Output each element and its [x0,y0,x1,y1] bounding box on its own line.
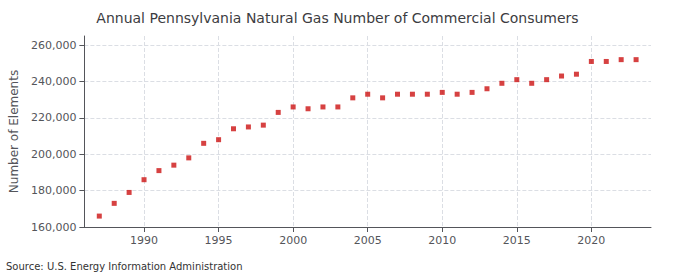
svg-text:1995: 1995 [205,234,233,247]
svg-text:Source: U.S. Energy Informatio: Source: U.S. Energy Information Administ… [6,261,243,272]
svg-text:Annual Pennsylvania Natural Ga: Annual Pennsylvania Natural Gas Number o… [96,10,578,26]
svg-text:160,000: 160,000 [31,221,77,234]
svg-text:240,000: 240,000 [31,75,77,88]
svg-text:200,000: 200,000 [31,148,77,161]
svg-text:2005: 2005 [354,234,382,247]
svg-text:2015: 2015 [503,234,531,247]
svg-text:180,000: 180,000 [31,184,77,197]
svg-text:2000: 2000 [279,234,307,247]
svg-text:2020: 2020 [577,234,605,247]
svg-text:260,000: 260,000 [31,39,77,52]
svg-text:1990: 1990 [130,234,158,247]
svg-text:2010: 2010 [428,234,456,247]
svg-text:220,000: 220,000 [31,111,77,124]
svg-text:Number of Elements: Number of Elements [7,70,21,193]
